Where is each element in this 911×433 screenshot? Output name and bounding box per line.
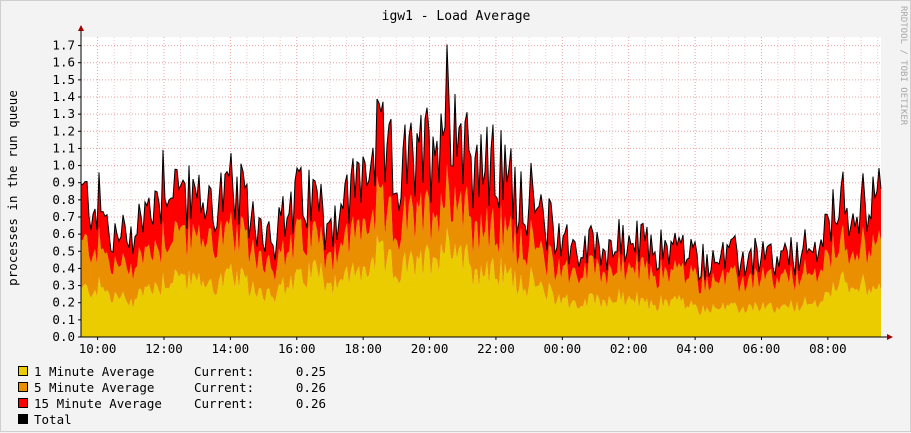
x-tick-label: 18:00 (344, 341, 382, 356)
area-1-minute-average (81, 227, 881, 337)
legend-current-value: 0.26 (295, 395, 326, 411)
area-5-minute-average (81, 163, 881, 315)
y-tick-label: 1.3 (52, 106, 75, 121)
x-tick-label: 10:00 (79, 341, 117, 356)
x-tick-label: 06:00 (743, 341, 781, 356)
axes: 0.0 0.1 0.2 0.3 0.4 0.5 0.6 0.7 0.8 0.9 1.0 1.1 1.2 1… (52, 25, 893, 356)
y-tick-label: 0.2 (52, 295, 75, 310)
swatch-total (18, 414, 28, 424)
legend-label: Total (34, 411, 72, 427)
legend-label: 1 Minute Average (34, 363, 155, 379)
rrdtool-watermark: RRDTOOL / TOBI OETIKER (898, 6, 908, 126)
y-tick-label: 0.5 (52, 243, 75, 258)
x-tick-label: 00:00 (544, 341, 582, 356)
legend-row-15min: 15 Minute Average Current: 0.26 (18, 395, 326, 411)
y-tick-label: 0.1 (52, 312, 75, 327)
x-tick-label: 08:00 (809, 341, 847, 356)
y-tick-label: 1.5 (52, 72, 75, 87)
y-tick-label: 0.3 (52, 278, 75, 293)
x-tick-label: 22:00 (477, 341, 515, 356)
legend-current-value: 0.26 (295, 379, 326, 395)
line-total (81, 44, 882, 281)
y-tick-label: 1.4 (52, 89, 75, 104)
y-tick-label: 1.6 (52, 55, 75, 70)
y-tick-label: 0.6 (52, 226, 75, 241)
x-tick-label: 04:00 (676, 341, 714, 356)
area-15-minute-average (81, 44, 881, 294)
x-tick-label: 14:00 (212, 341, 250, 356)
legend-label: 5 Minute Average (34, 379, 155, 395)
x-tick-label: 16:00 (278, 341, 316, 356)
x-tick-label: 02:00 (610, 341, 648, 356)
y-tick-label: 0.9 (52, 175, 75, 190)
chart-title: igw1 - Load Average (382, 9, 531, 24)
legend-current-label: Current: (194, 395, 255, 411)
y-tick-label: 1.1 (52, 140, 75, 155)
y-tick-label: 0.4 (52, 260, 75, 275)
y-tick-label: 1.7 (52, 38, 75, 53)
x-tick-label: 20:00 (411, 341, 449, 356)
legend: 1 Minute Average Current: 0.25 5 Minute … (18, 363, 326, 427)
y-axis-arrow (78, 25, 84, 31)
swatch-5min (18, 382, 28, 392)
y-tick-label: 1.0 (52, 158, 75, 173)
y-axis-label: processes in the run queue (5, 90, 20, 286)
y-tick-label: 0.8 (52, 192, 75, 207)
legend-row-total: Total (18, 411, 326, 427)
x-tick-label: 12:00 (145, 341, 183, 356)
swatch-1min (18, 366, 28, 376)
x-axis-arrow (887, 334, 893, 340)
swatch-15min (18, 398, 28, 408)
legend-label: 15 Minute Average (34, 395, 162, 411)
legend-current-value: 0.25 (295, 363, 326, 379)
y-tick-label: 0.0 (52, 329, 75, 344)
legend-current-label: Current: (194, 363, 255, 379)
y-tick-label: 0.7 (52, 209, 75, 224)
legend-row-5min: 5 Minute Average Current: 0.26 (18, 379, 326, 395)
series-areas (81, 44, 882, 337)
legend-row-1min: 1 Minute Average Current: 0.25 (18, 363, 326, 379)
legend-current-label: Current: (194, 379, 255, 395)
y-tick-label: 1.2 (52, 123, 75, 138)
